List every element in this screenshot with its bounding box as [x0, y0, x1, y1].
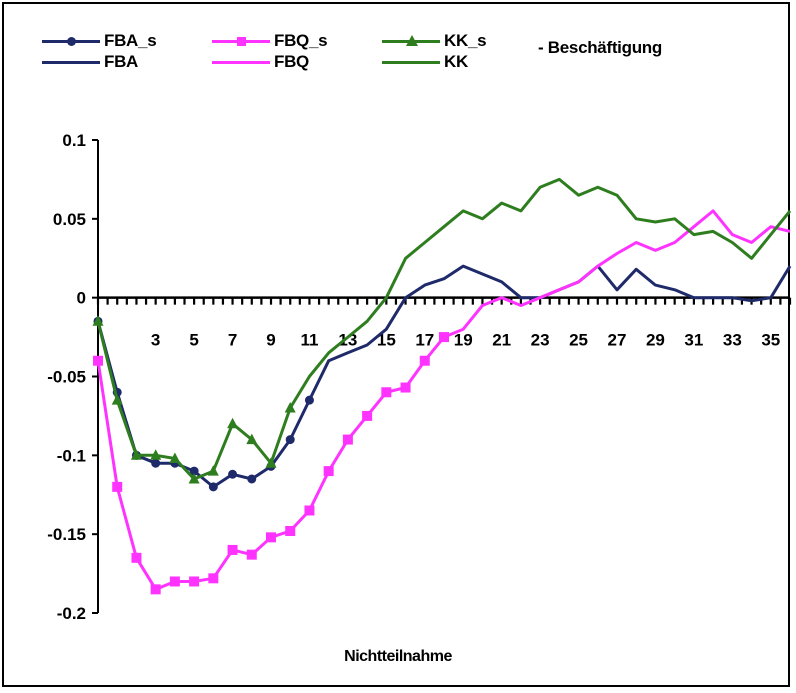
legend-item-fba: FBA: [42, 52, 138, 72]
legend-item-fba-s: FBA_s: [42, 31, 157, 51]
data-point-fbq-s: [246, 549, 257, 560]
data-point-fbq-s: [342, 434, 353, 445]
x-tick-label: 3: [151, 331, 160, 350]
x-tick-label: 13: [338, 331, 357, 350]
x-tick-label: 27: [608, 331, 627, 350]
x-axis-title: Nichtteilnahme: [344, 648, 452, 665]
data-point-fbq-s: [93, 355, 103, 366]
legend-extra-label: - Beschäftigung: [538, 38, 662, 57]
y-tick-label: 0.1: [62, 131, 86, 150]
data-point-fbq-s: [266, 532, 276, 543]
x-tick-label: 35: [761, 331, 780, 350]
legend-label-kk: KK: [444, 52, 468, 71]
legend-swatch-fba-s: [42, 34, 100, 48]
data-point-fbq-s: [304, 505, 315, 516]
y-tick-label: -0.2: [57, 604, 86, 623]
legend-label-fba-s: FBA_s: [104, 31, 157, 50]
data-point-fba-s: [247, 474, 257, 484]
data-point-fbq-s: [419, 355, 430, 366]
data-point-fbq-s: [285, 526, 296, 537]
legend-label-fbq: FBQ: [274, 52, 309, 71]
y-tick-label: -0.05: [47, 368, 86, 387]
data-point-kk-s: [130, 449, 142, 460]
x-tick-label: 11: [300, 331, 318, 350]
legend-label-fba: FBA: [104, 52, 139, 71]
legend-item-fbq: FBQ: [212, 52, 309, 72]
data-point-kk-s: [188, 473, 200, 484]
legend-swatch-kk-s: [382, 34, 440, 48]
data-point-fbq-s: [131, 552, 142, 563]
series-line-fba-s: [96, 320, 311, 489]
y-tick-label: -0.15: [47, 525, 86, 544]
data-point-fbq-s: [208, 573, 219, 584]
data-point-kk-s: [150, 449, 162, 460]
series-line-kk: [288, 177, 792, 409]
legend-swatch-fba: [42, 55, 100, 69]
data-point-fba-s: [208, 482, 218, 492]
legend-swatch-fbq-s: [212, 34, 270, 48]
data-point-fbq-s: [150, 584, 161, 595]
series-line-fba: [308, 264, 792, 401]
data-point-kk-s: [111, 394, 123, 405]
x-tick-label: 29: [646, 331, 665, 350]
series-line-fbq: [443, 209, 791, 339]
chart-frame: [2, 2, 790, 687]
data-point-fbq-s: [323, 466, 334, 477]
y-tick-label: 0: [77, 289, 86, 308]
y-tick-label: -0.1: [57, 446, 86, 465]
data-point-fbq-s: [189, 576, 200, 587]
data-point-kk-s: [92, 315, 104, 326]
legend-item-kk-s: KK_s: [382, 31, 487, 51]
y-axis-group: 0.10.050-0.05-0.1-0.15-0.23 5 7 9 11 13 15 17 19…: [47, 131, 792, 623]
x-tick-label: 15: [377, 331, 396, 350]
x-tick-label: 33: [723, 331, 742, 350]
data-point-kk-s: [207, 465, 219, 476]
data-point-kk-s: [169, 452, 181, 463]
data-point-fbq-s: [362, 410, 373, 421]
data-point-kk-s: [246, 433, 258, 445]
legend-item-kk: KK: [382, 52, 468, 72]
data-point-kk-s: [227, 417, 239, 429]
data-point-kk-s: [265, 457, 277, 468]
legend-swatch-kk: [382, 55, 440, 69]
x-tick-label: 9: [266, 331, 275, 350]
legend-swatch-fbq: [212, 55, 270, 69]
x-tick-label: 21: [492, 331, 511, 350]
legend: FBA_s FBA FBQ_s FBQ KK_s KK - Beschäftig…: [0, 0, 796, 90]
data-point-fba-s: [151, 458, 161, 468]
data-point-fbq-s: [112, 481, 123, 492]
data-point-fba-s: [285, 435, 295, 445]
x-tick-label: 7: [228, 331, 237, 350]
x-tick-label: 19: [454, 331, 473, 350]
data-point-fbq-s: [400, 382, 411, 393]
data-point-fbq-s: [169, 576, 180, 587]
x-tick-label: 23: [531, 331, 550, 350]
legend-item-fbq-s: FBQ_s: [212, 31, 328, 51]
x-tick-label: 25: [569, 331, 588, 350]
data-point-fba-s: [189, 466, 199, 476]
y-tick-label: 0.05: [53, 210, 86, 229]
x-tick-label: 17: [415, 331, 434, 350]
legend-label-kk-s: KK_s: [444, 31, 487, 50]
data-point-fba-s: [228, 469, 238, 479]
x-tick-label: 31: [684, 331, 703, 350]
data-point-fbq-s: [227, 544, 238, 555]
x-tick-label: 5: [189, 331, 198, 350]
legend-label-fbq-s: FBQ_s: [274, 31, 328, 50]
series-group: [92, 177, 792, 595]
data-point-fbq-s: [381, 387, 392, 398]
